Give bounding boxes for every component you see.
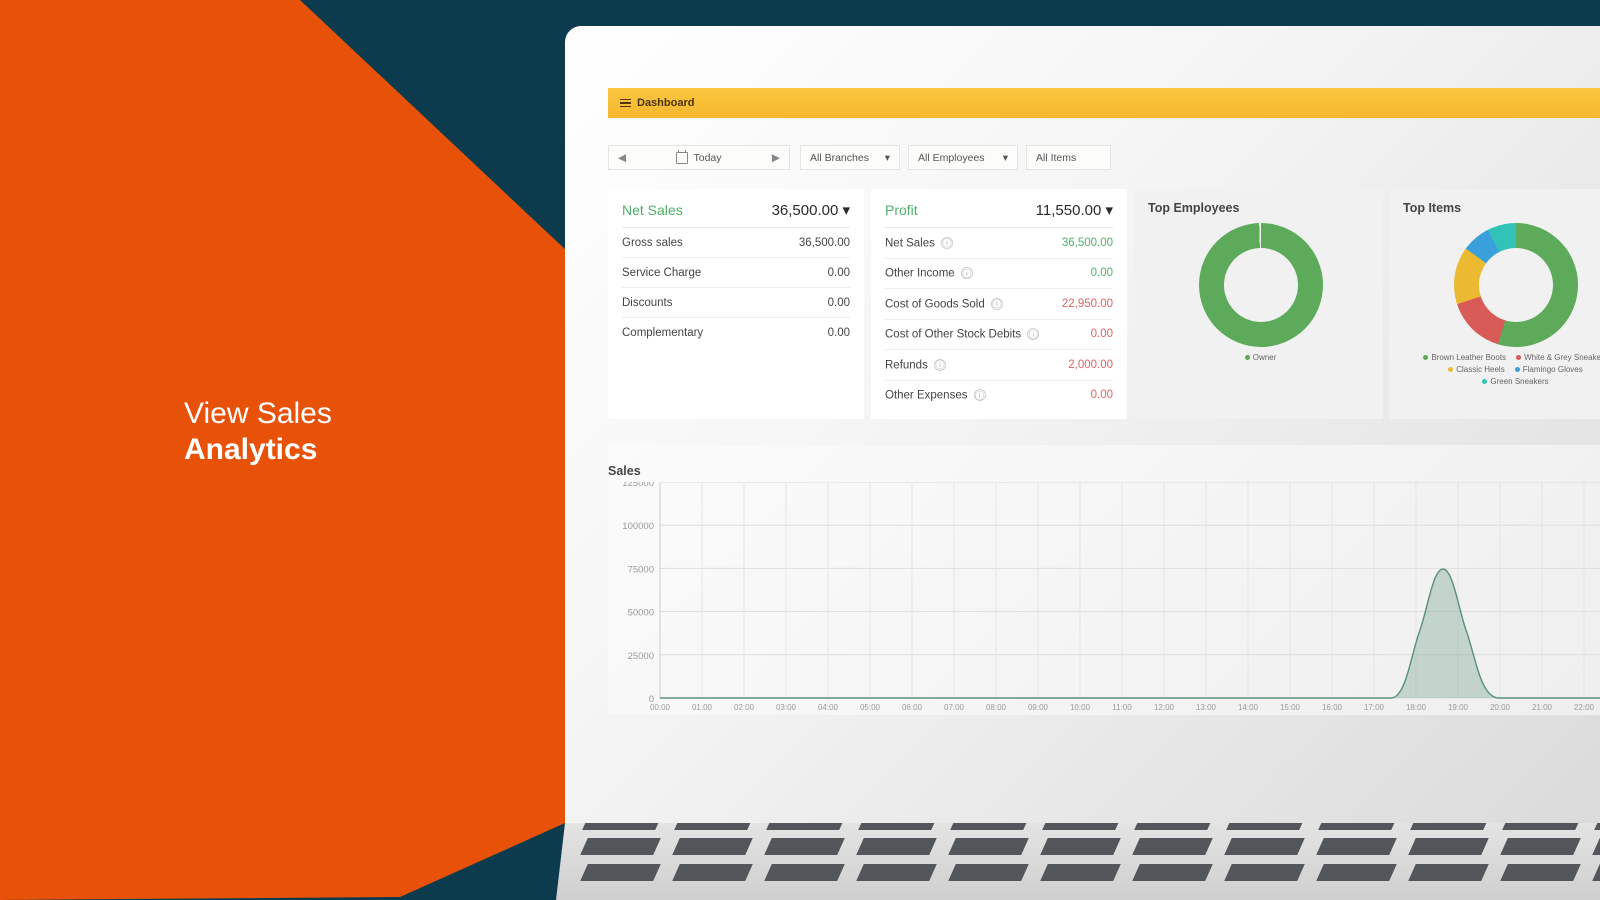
svg-text:21:00: 21:00: [1532, 703, 1553, 712]
svg-text:10:00: 10:00: [1070, 703, 1091, 712]
svg-text:125000: 125000: [622, 482, 654, 489]
svg-text:08:00: 08:00: [986, 703, 1007, 712]
svg-text:03:00: 03:00: [776, 703, 797, 712]
svg-text:06:00: 06:00: [902, 703, 923, 712]
svg-text:22:00: 22:00: [1574, 703, 1595, 712]
svg-text:12:00: 12:00: [1154, 703, 1175, 712]
svg-text:100000: 100000: [622, 521, 654, 532]
svg-text:13:00: 13:00: [1196, 703, 1217, 712]
svg-text:25000: 25000: [628, 651, 654, 662]
svg-text:19:00: 19:00: [1448, 703, 1469, 712]
svg-text:02:00: 02:00: [734, 703, 755, 712]
svg-text:75000: 75000: [628, 564, 654, 575]
svg-text:16:00: 16:00: [1322, 703, 1343, 712]
svg-text:15:00: 15:00: [1280, 703, 1301, 712]
svg-text:20:00: 20:00: [1490, 703, 1511, 712]
svg-text:11:00: 11:00: [1112, 703, 1132, 712]
svg-text:05:00: 05:00: [860, 703, 881, 712]
svg-text:14:00: 14:00: [1238, 703, 1259, 712]
svg-text:18:00: 18:00: [1406, 703, 1427, 712]
svg-text:04:00: 04:00: [818, 703, 839, 712]
svg-text:07:00: 07:00: [944, 703, 965, 712]
svg-text:01:00: 01:00: [692, 703, 713, 712]
svg-text:50000: 50000: [628, 608, 654, 619]
svg-text:00:00: 00:00: [650, 703, 671, 712]
svg-text:17:00: 17:00: [1364, 703, 1385, 712]
svg-text:09:00: 09:00: [1028, 703, 1049, 712]
